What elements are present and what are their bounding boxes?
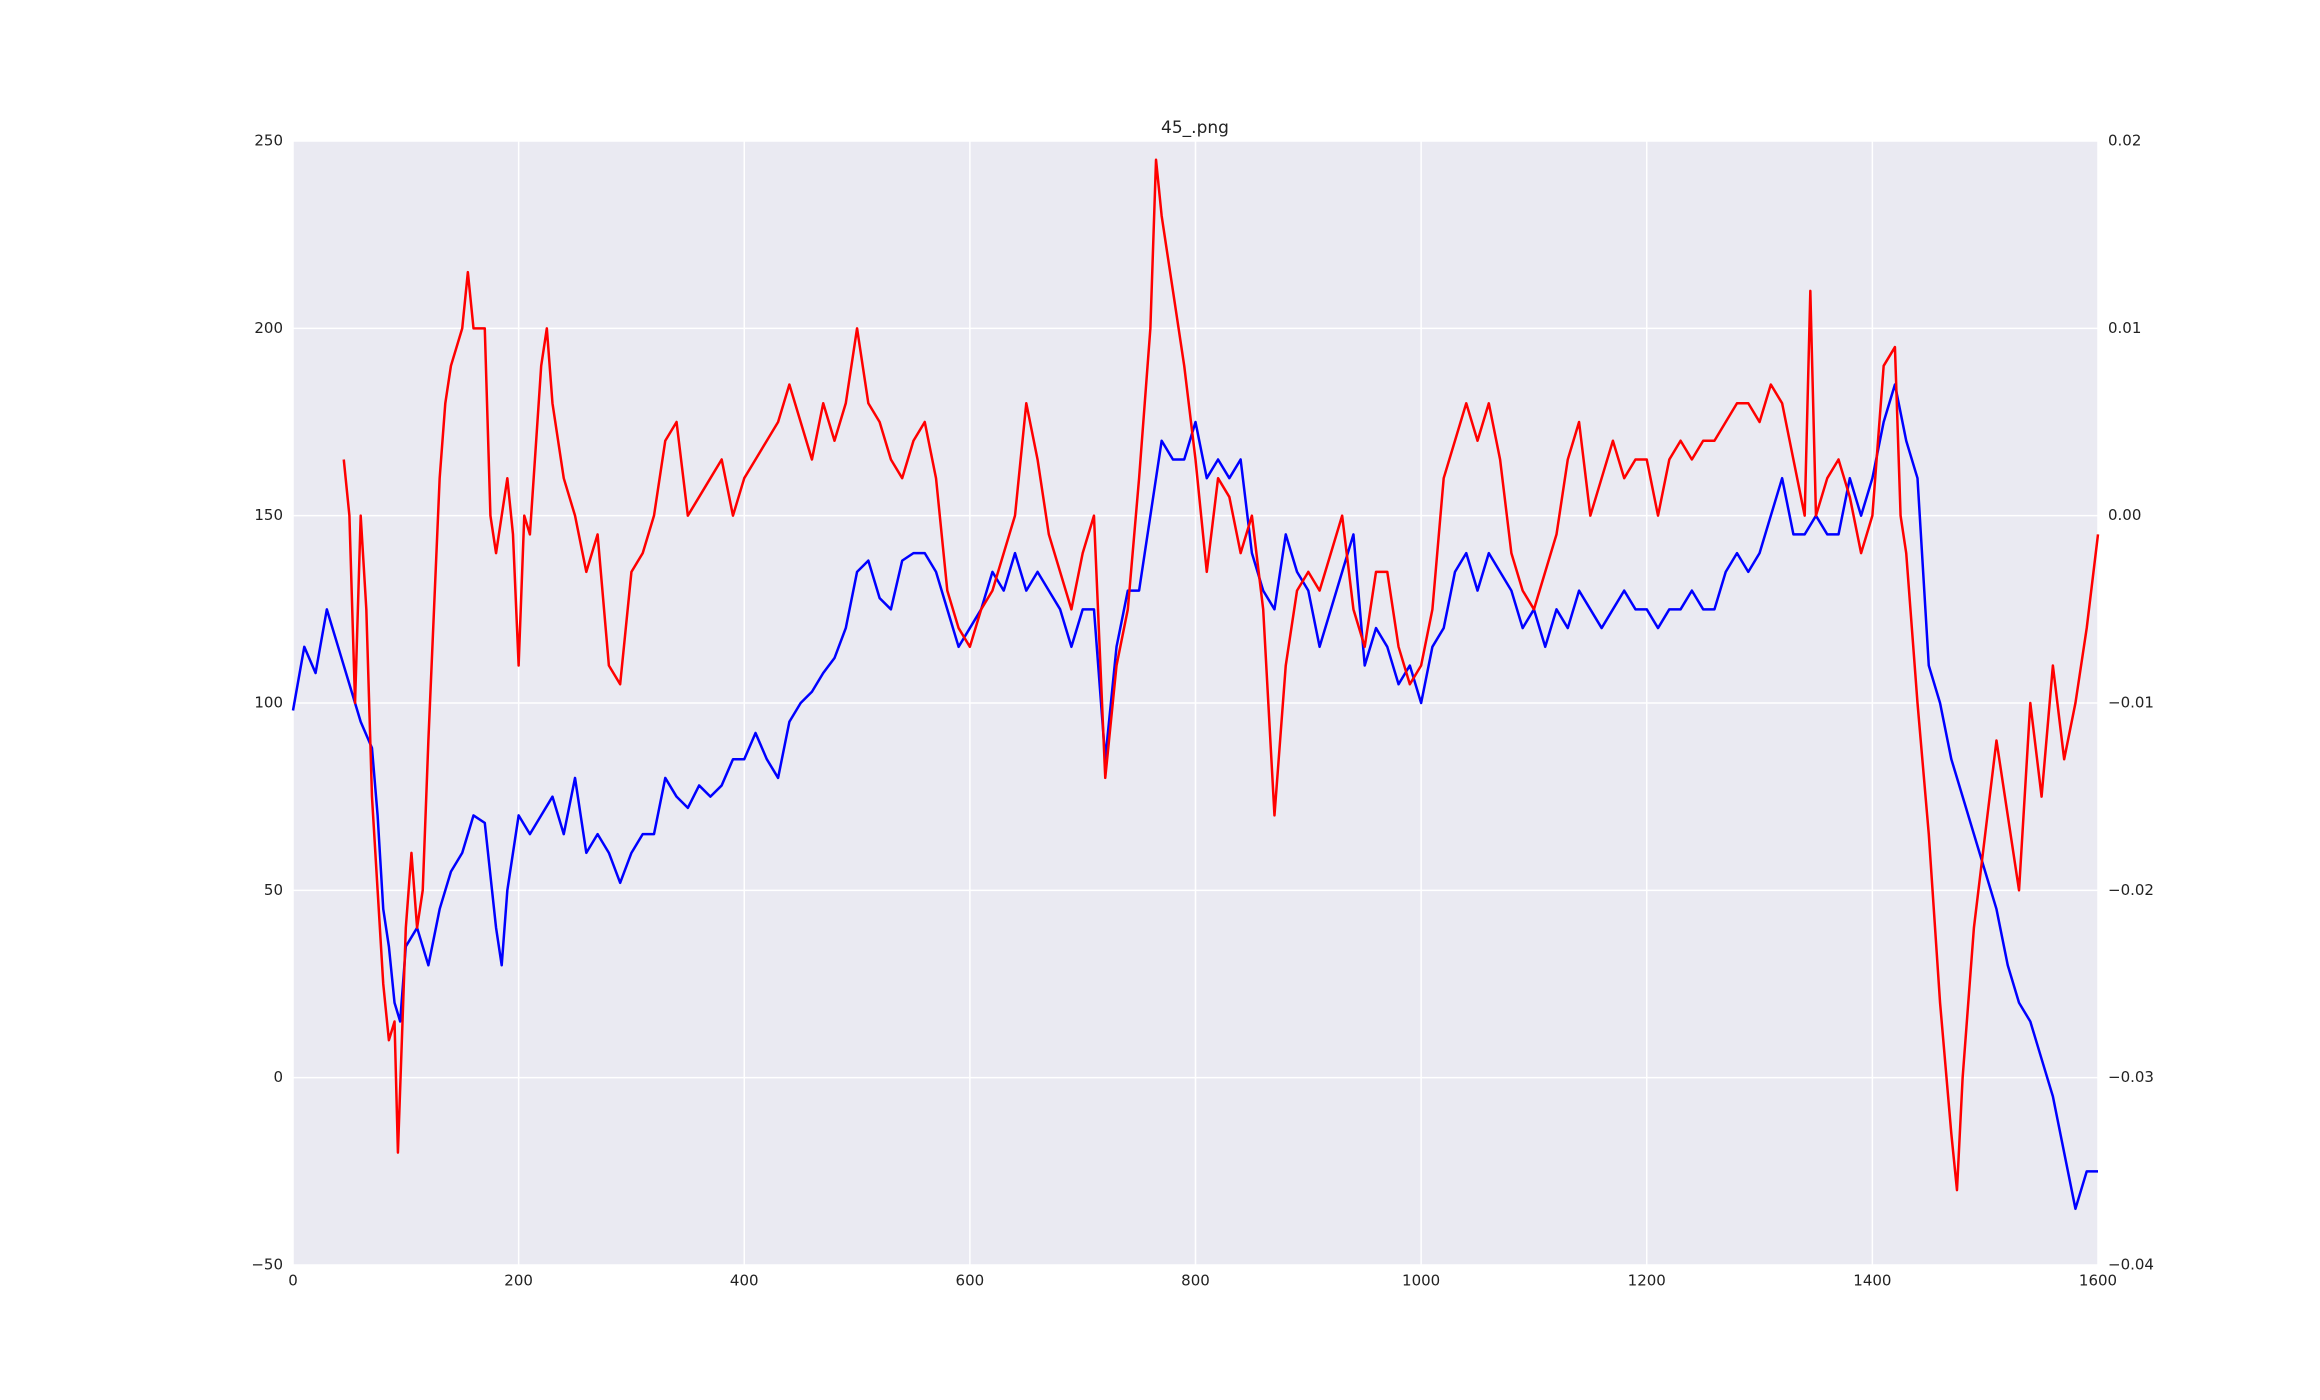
x-tick-label: 1200 — [1628, 1272, 1666, 1290]
x-tick-label: 200 — [504, 1272, 533, 1290]
line-series — [342, 158, 2100, 1192]
x-tick-label: 400 — [730, 1272, 759, 1290]
y-tick-label: 100 — [254, 694, 283, 712]
y-tick-label: 50 — [264, 881, 283, 899]
y2-tick-label: 0.01 — [2108, 319, 2141, 337]
y2-tick-label: −0.02 — [2108, 881, 2154, 899]
y-tick-label: −50 — [251, 1256, 283, 1274]
chart-title: 45_.png — [1161, 118, 1229, 138]
line-series — [291, 383, 2098, 1211]
y-tick-label: 150 — [254, 506, 283, 524]
y2-tick-label: 0.00 — [2108, 506, 2141, 524]
x-tick-label: 0 — [288, 1272, 298, 1290]
y2-tick-label: 0.02 — [2108, 132, 2141, 150]
y2-tick-label: −0.03 — [2108, 1068, 2154, 1086]
x-tick-label: 1400 — [1853, 1272, 1891, 1290]
x-tick-label: 600 — [956, 1272, 985, 1290]
y-tick-label: 0 — [273, 1068, 283, 1086]
y-tick-label: 200 — [254, 319, 283, 337]
x-tick-label: 1000 — [1402, 1272, 1440, 1290]
x-tick-label: 1600 — [2079, 1272, 2117, 1290]
x-tick-label: 800 — [1181, 1272, 1210, 1290]
y-tick-label: 250 — [254, 132, 283, 150]
y2-tick-label: −0.01 — [2108, 694, 2154, 712]
y2-tick-label: −0.04 — [2108, 1256, 2154, 1274]
